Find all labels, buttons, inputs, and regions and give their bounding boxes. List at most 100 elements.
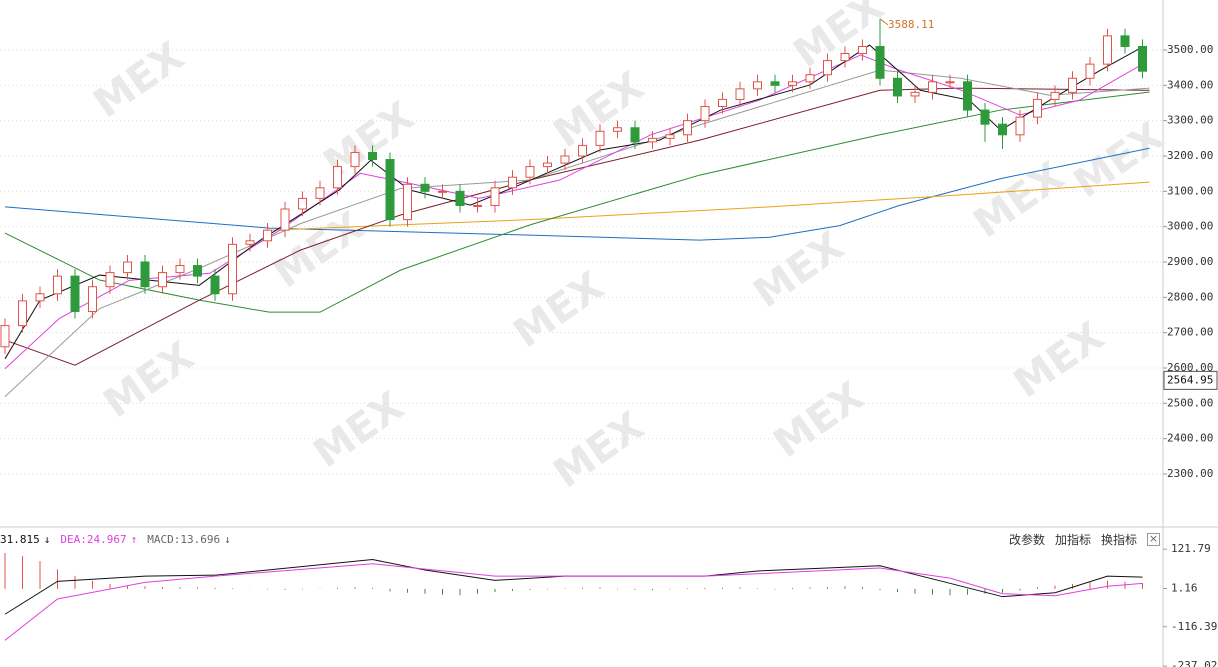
candle-body	[490, 187, 500, 206]
watermark: MEX	[86, 33, 193, 127]
candle-body	[1138, 45, 1147, 72]
candle-body	[403, 183, 412, 221]
y-tick-label: 3100.00	[1167, 184, 1213, 197]
candle-body	[473, 204, 482, 207]
current-price: 2564.95	[1167, 373, 1213, 386]
y-tick-label: 2500.00	[1167, 396, 1213, 409]
watermark: MEX	[96, 333, 203, 427]
candle-body	[88, 286, 97, 312]
candle-body	[18, 300, 27, 327]
ma-line	[269, 181, 1150, 231]
y-tick-label: -116.39	[1171, 620, 1217, 633]
candle-body	[648, 137, 657, 143]
candle-body	[1015, 116, 1025, 136]
y-tick-label: 2800.00	[1167, 290, 1213, 303]
ma-line	[4, 54, 1141, 370]
dif-line	[4, 559, 1143, 615]
candle-body	[438, 190, 447, 193]
button[interactable]: 换指标	[1100, 533, 1137, 547]
max-annotation: 3588.11	[888, 18, 934, 31]
y-tick-label: 3200.00	[1167, 149, 1213, 162]
candle-body	[140, 261, 150, 288]
candle-body	[35, 293, 45, 302]
candle-body	[105, 272, 115, 288]
candle-body	[123, 261, 132, 274]
candle-body	[1050, 91, 1060, 100]
candle-body	[368, 151, 377, 161]
macd-header: 31.815 ↓ DEA:24.967 ↑ MACD:13.696 ↓	[0, 533, 231, 546]
candle-body	[963, 81, 972, 111]
macd-value: DEA:	[60, 533, 87, 546]
price-box	[1163, 370, 1218, 390]
candle-body	[193, 265, 202, 277]
candle-body	[788, 81, 797, 86]
candle-body	[210, 275, 220, 295]
candle-body	[280, 208, 290, 231]
ma-line	[4, 87, 1150, 366]
macd-value: ↓	[224, 533, 231, 546]
candle-body	[298, 197, 307, 210]
candle-body	[158, 272, 167, 288]
candle-body	[700, 106, 710, 122]
toolbar: 改参数 加指标 换指标 ×	[1009, 531, 1160, 548]
candle-body	[508, 176, 517, 189]
button[interactable]: 改参数	[1008, 533, 1045, 547]
candle-body	[665, 134, 675, 139]
watermark: MEX	[506, 263, 613, 357]
candle-body	[875, 45, 885, 79]
candle-body	[735, 88, 745, 100]
dea-line	[4, 563, 1143, 641]
candle-body	[910, 91, 920, 97]
candle-body	[753, 81, 762, 90]
candle-body	[613, 127, 622, 132]
candle-body	[420, 183, 430, 192]
candle-body	[315, 187, 325, 199]
candle-body	[385, 159, 395, 221]
candle-body	[893, 77, 902, 97]
macd-value: ↑	[131, 533, 138, 546]
candle-body	[1120, 35, 1130, 47]
candle-body	[858, 45, 867, 55]
y-tick-label: -237.02	[1171, 659, 1217, 667]
candle-body	[1085, 63, 1095, 79]
y-tick-label: 3400.00	[1167, 78, 1213, 91]
candle-body	[998, 123, 1007, 136]
candle-body	[70, 275, 80, 312]
candle-body	[228, 243, 237, 295]
macd-value: MACD:	[147, 533, 180, 546]
candle-body	[1033, 98, 1042, 118]
candle-body	[245, 240, 255, 245]
candle-body	[718, 98, 727, 108]
candle-body	[263, 229, 272, 242]
candle-body	[1068, 77, 1077, 93]
candle-body	[53, 275, 62, 295]
button[interactable]: 加指标	[1054, 533, 1091, 547]
candle-body	[578, 144, 587, 157]
y-tick-label: 2600.00	[1167, 361, 1213, 374]
y-tick-label: 121.79	[1171, 542, 1211, 555]
y-tick-label: 3500.00	[1167, 43, 1213, 56]
candle-body	[333, 166, 342, 189]
macd-value: ↓	[44, 533, 51, 546]
candle-body	[543, 162, 552, 168]
candle-body	[560, 155, 570, 164]
y-tick-label: 1.16	[1171, 581, 1198, 594]
y-tick-label: 3000.00	[1167, 220, 1213, 233]
y-tick-label: 2300.00	[1167, 467, 1213, 480]
candle-body	[175, 265, 185, 274]
ma-line	[4, 91, 1150, 313]
watermark: MEX	[1066, 113, 1173, 207]
candle-body	[455, 190, 465, 206]
close-button[interactable]: ×	[1147, 532, 1160, 546]
candle-body	[945, 81, 955, 84]
y-tick-label: 2700.00	[1167, 326, 1213, 339]
candle-body	[595, 130, 605, 146]
candle-body	[770, 81, 780, 86]
candle-body	[1103, 35, 1112, 65]
candle-body	[823, 60, 832, 76]
watermark: MEX	[1006, 313, 1113, 407]
candle-body	[350, 151, 360, 168]
watermark: MEX	[316, 93, 423, 187]
candle-body	[0, 325, 10, 348]
candle-body	[980, 109, 990, 125]
